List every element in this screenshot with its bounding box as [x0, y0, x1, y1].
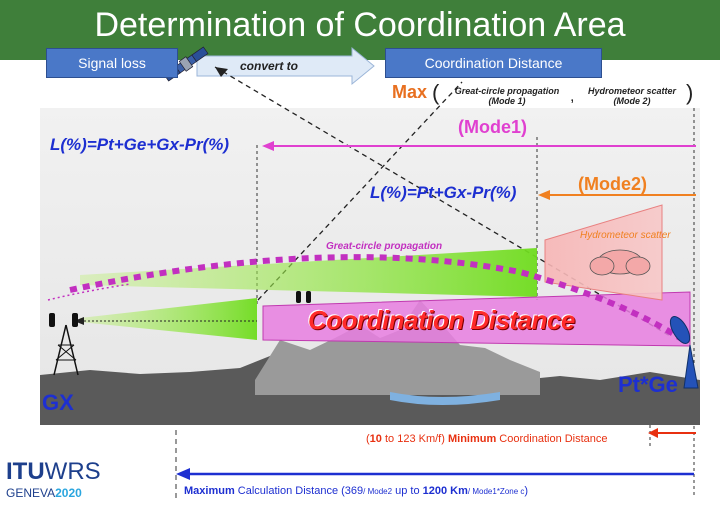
max-calc-close: ) — [524, 485, 529, 497]
max-calc-text1: Calculation Distance (369 — [234, 485, 364, 497]
convert-to-label: convert to — [240, 59, 299, 73]
max-calc-text2: up to — [392, 485, 423, 497]
logo-year: 2020 — [55, 486, 82, 500]
hydrometeor-cone — [544, 204, 663, 301]
max-comma: , — [570, 88, 575, 105]
page-title: Determination of Coordination Area — [94, 6, 626, 44]
hs-mode2-label: Hydrometeor scatter (Mode 2) — [580, 86, 684, 106]
logo-itu: ITU — [6, 458, 45, 485]
min-value: 10 — [369, 433, 382, 445]
terrain-mountains — [255, 300, 540, 395]
min-distance-text: (10 to 123 Km/f) Minimum Coordination Di… — [366, 433, 608, 445]
gc-line1: Great-circle propagation — [454, 86, 560, 96]
max-calc-note2: / Mode1*Zone c — [467, 487, 525, 496]
hs-line2: (Mode 2) — [613, 96, 651, 106]
signal-loss-box: Signal loss — [46, 48, 178, 78]
rain-cloud-icon — [589, 249, 651, 276]
earth-station-icon — [669, 316, 699, 389]
max-calc-text: Maximum Calculation Distance (369/ Mode2… — [184, 485, 528, 497]
max-close-paren: ) — [686, 80, 694, 105]
coordination-distance-banner: Coordination Distance — [308, 305, 575, 335]
water — [390, 392, 500, 405]
min-open: ( — [366, 433, 370, 445]
gc-line2: (Mode 1) — [488, 96, 526, 106]
max-label: Max — [392, 82, 428, 102]
coordination-distance-box: Coordination Distance — [385, 48, 602, 78]
hs-line1: Hydrometeor scatter — [587, 86, 677, 96]
max-distance-arrow — [176, 468, 190, 480]
max-calc-mode2: / Mode2 — [363, 487, 393, 496]
great-circle-path — [69, 254, 682, 341]
min-minimum: Minimum — [447, 433, 497, 445]
logo-wrs: WRS — [44, 458, 101, 485]
tower-icon — [53, 324, 79, 376]
gc-mode1-label: Great-circle propagation (Mode 1) — [448, 86, 566, 106]
gx-label: GX — [42, 390, 74, 415]
satellite-link-line — [214, 66, 671, 337]
min-range: to 123 Km/f) — [381, 433, 445, 445]
max-calc-value: 1200 Km — [422, 485, 468, 497]
formula-mode1: L(%)=Pt+Ge+Gx-Pr(%) — [50, 135, 230, 154]
convert-arrow-shape — [196, 46, 375, 86]
formula-mode2: L(%)=Pt+Gx-Pr(%) — [370, 183, 517, 202]
max-open-paren: ( — [432, 80, 440, 105]
signal-loss-label: Signal loss — [78, 55, 146, 71]
logo-geneva: GENEVA — [6, 486, 56, 500]
antenna-left-icon — [49, 313, 78, 327]
green-wedge-lower — [80, 298, 257, 340]
hydrometeor-label: Hydrometeor scatter — [580, 230, 671, 241]
antenna-mid-icon — [296, 291, 311, 303]
pt-ge-label: Pt*Ge — [618, 372, 678, 397]
coordination-distance-box-label: Coordination Distance — [424, 55, 563, 71]
max-calc-maximum: Maximum — [184, 485, 235, 497]
great-circle-label: Great-circle propagation — [326, 241, 443, 252]
mode2-label: (Mode2) — [578, 174, 647, 194]
min-label: Coordination Distance — [496, 433, 608, 445]
itu-wrs-logo: ITUWRS GENEVA2020 — [6, 458, 101, 501]
mode1-label: (Mode1) — [458, 117, 527, 137]
min-distance-arrow — [648, 428, 658, 438]
